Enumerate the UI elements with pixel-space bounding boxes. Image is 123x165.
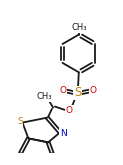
Text: S: S <box>74 86 82 99</box>
Text: N: N <box>60 129 66 138</box>
Text: O: O <box>66 106 73 115</box>
Text: O: O <box>90 86 97 96</box>
Text: CH₃: CH₃ <box>36 92 52 101</box>
Text: O: O <box>59 86 66 96</box>
Text: CH₃: CH₃ <box>71 23 87 32</box>
Text: S: S <box>17 117 23 126</box>
